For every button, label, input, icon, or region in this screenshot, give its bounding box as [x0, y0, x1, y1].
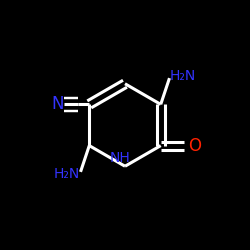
Text: H₂N: H₂N: [54, 168, 80, 181]
Text: N: N: [52, 95, 64, 114]
Text: H₂N: H₂N: [170, 68, 196, 82]
Text: NH: NH: [109, 152, 130, 166]
Text: O: O: [188, 136, 201, 154]
